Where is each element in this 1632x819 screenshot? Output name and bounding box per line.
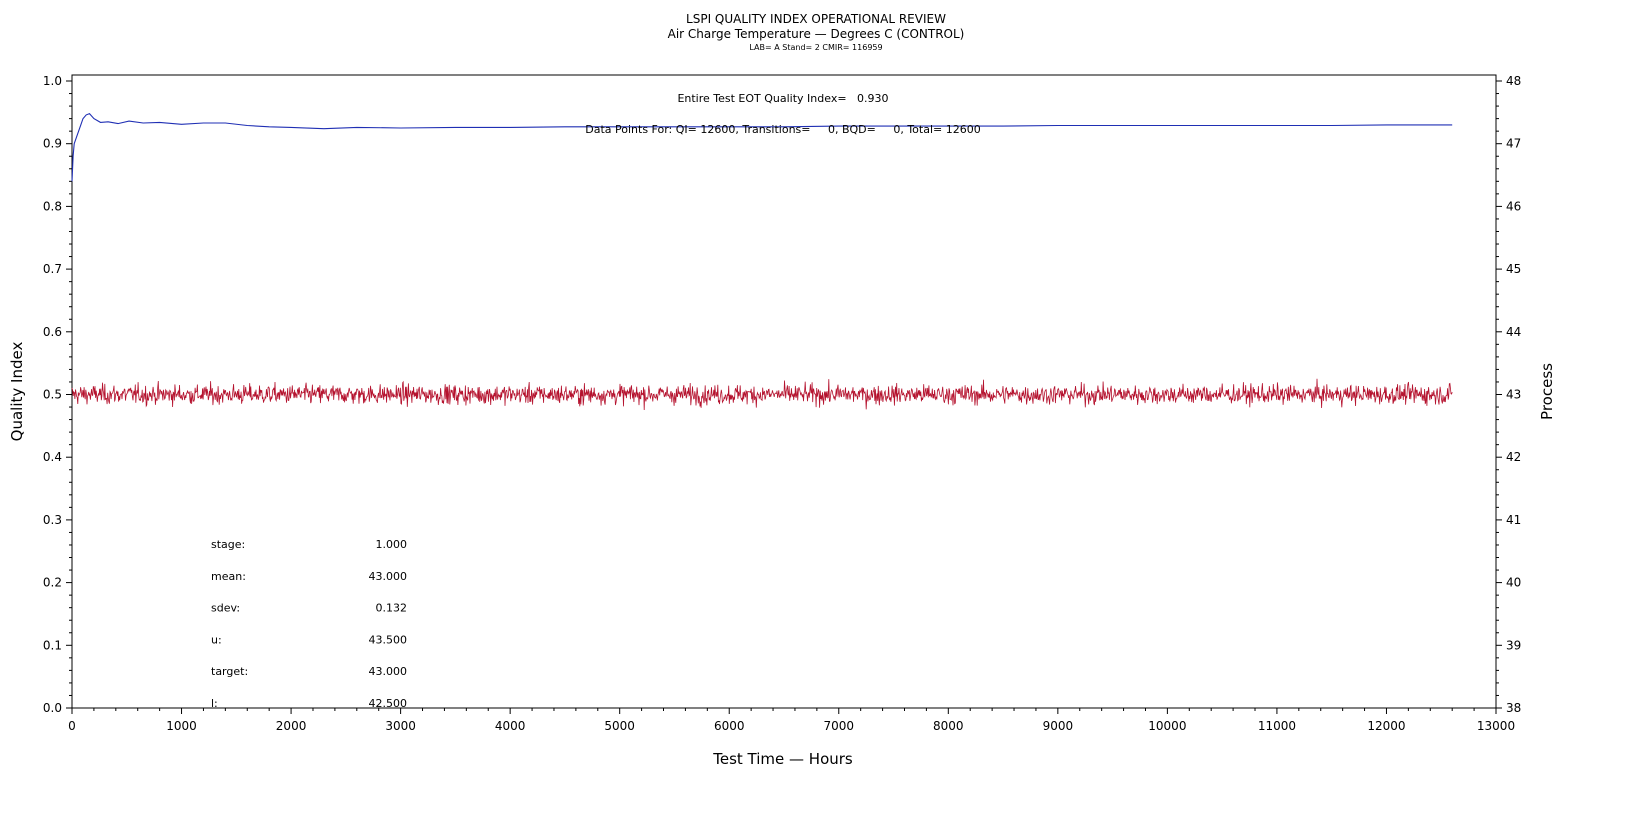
y2-tick-label: 40 — [1506, 576, 1521, 590]
stat-value: 43.500 — [369, 633, 408, 646]
x-tick-label: 3000 — [385, 719, 416, 733]
x-tick-label: 9000 — [1043, 719, 1074, 733]
y2-tick-label: 43 — [1506, 388, 1521, 402]
plot-frame — [71, 74, 1497, 709]
y2-tick-label: 45 — [1506, 262, 1521, 276]
chart-subtitle: Air Charge Temperature — Degrees C (CONT… — [667, 27, 965, 41]
x-tick-label: 10000 — [1148, 719, 1186, 733]
y-tick-label: 0.2 — [43, 576, 62, 590]
chart-title-block: LSPI QUALITY INDEX OPERATIONAL REVIEW Ai… — [0, 12, 1632, 53]
y-axis-label: Quality Index — [8, 342, 26, 442]
x-tick-label: 4000 — [495, 719, 526, 733]
x-tick-label: 2000 — [276, 719, 307, 733]
process-series-line — [71, 378, 1453, 411]
stat-value: 43.000 — [369, 570, 408, 583]
stat-value: 42.500 — [369, 697, 408, 710]
y-tick-label: 0.5 — [43, 388, 62, 402]
x-tick-label: 8000 — [933, 719, 964, 733]
stats-table: stage: 1.000 mean: 43.000 sdev: 0.132 u: 43.500… — [211, 538, 407, 710]
stat-label: stage: — [211, 538, 245, 551]
x-axis: 0 1000 2000 3000 4000 5000 6000 7000 8000 9000 100… — [68, 708, 1515, 733]
y-tick-label: 0.8 — [43, 199, 62, 213]
y2-tick-label: 44 — [1506, 325, 1521, 339]
y2-tick-label: 47 — [1506, 137, 1521, 151]
y-tick-label: 0.0 — [43, 701, 62, 715]
y2-axis-label: Process — [1538, 363, 1556, 420]
stat-label: mean: — [211, 570, 246, 583]
y-tick-label: 0.4 — [43, 450, 62, 464]
stat-label: u: — [211, 633, 222, 646]
y2-tick-label: 46 — [1506, 199, 1521, 213]
stat-value: 1.000 — [376, 538, 408, 551]
y-tick-label: 0.3 — [43, 513, 62, 527]
stat-label: sdev: — [211, 602, 240, 615]
series-layer — [71, 112, 1453, 411]
stat-value: 43.000 — [369, 665, 408, 678]
y-tick-label: 0.1 — [43, 638, 62, 652]
chart-title: LSPI QUALITY INDEX OPERATIONAL REVIEW — [686, 12, 946, 26]
x-tick-label: 11000 — [1258, 719, 1296, 733]
y-tick-label: 1.0 — [43, 74, 62, 88]
y-tick-label: 0.7 — [43, 262, 62, 276]
x-axis-label: Test Time — Hours — [712, 750, 853, 768]
chart-info: LAB= A Stand= 2 CMIR= 116959 — [749, 43, 883, 52]
x-tick-label: 6000 — [714, 719, 745, 733]
y-tick-label: 0.6 — [43, 325, 62, 339]
y2-tick-label: 48 — [1506, 74, 1521, 88]
x-tick-label: 13000 — [1477, 719, 1515, 733]
y2-tick-label: 41 — [1506, 513, 1521, 527]
x-tick-label: 12000 — [1367, 719, 1405, 733]
stat-label: l: — [211, 697, 218, 710]
data-points-annotation: Data Points For: QI= 12600, Transitions=… — [585, 123, 980, 136]
y-axis-right: 38 39 40 41 42 43 44 45 46 47 48 — [1496, 74, 1521, 715]
x-tick-label: 0 — [68, 719, 76, 733]
x-tick-label: 5000 — [604, 719, 635, 733]
stat-label: target: — [211, 665, 248, 678]
x-tick-label: 1000 — [166, 719, 197, 733]
y2-tick-label: 38 — [1506, 701, 1521, 715]
y2-tick-label: 42 — [1506, 450, 1521, 464]
y-tick-label: 0.9 — [43, 137, 62, 151]
stat-value: 0.132 — [376, 602, 408, 615]
quality-index-annotation: Entire Test EOT Quality Index= 0.930 — [677, 92, 888, 105]
y-axis-left: 0.0 0.1 0.2 0.3 0.4 0.5 0.6 0.7 0.8 0.9 1.0 — [43, 74, 72, 715]
quality-index-series-line — [71, 112, 1453, 182]
x-tick-label: 7000 — [823, 719, 854, 733]
y2-tick-label: 39 — [1506, 638, 1521, 652]
